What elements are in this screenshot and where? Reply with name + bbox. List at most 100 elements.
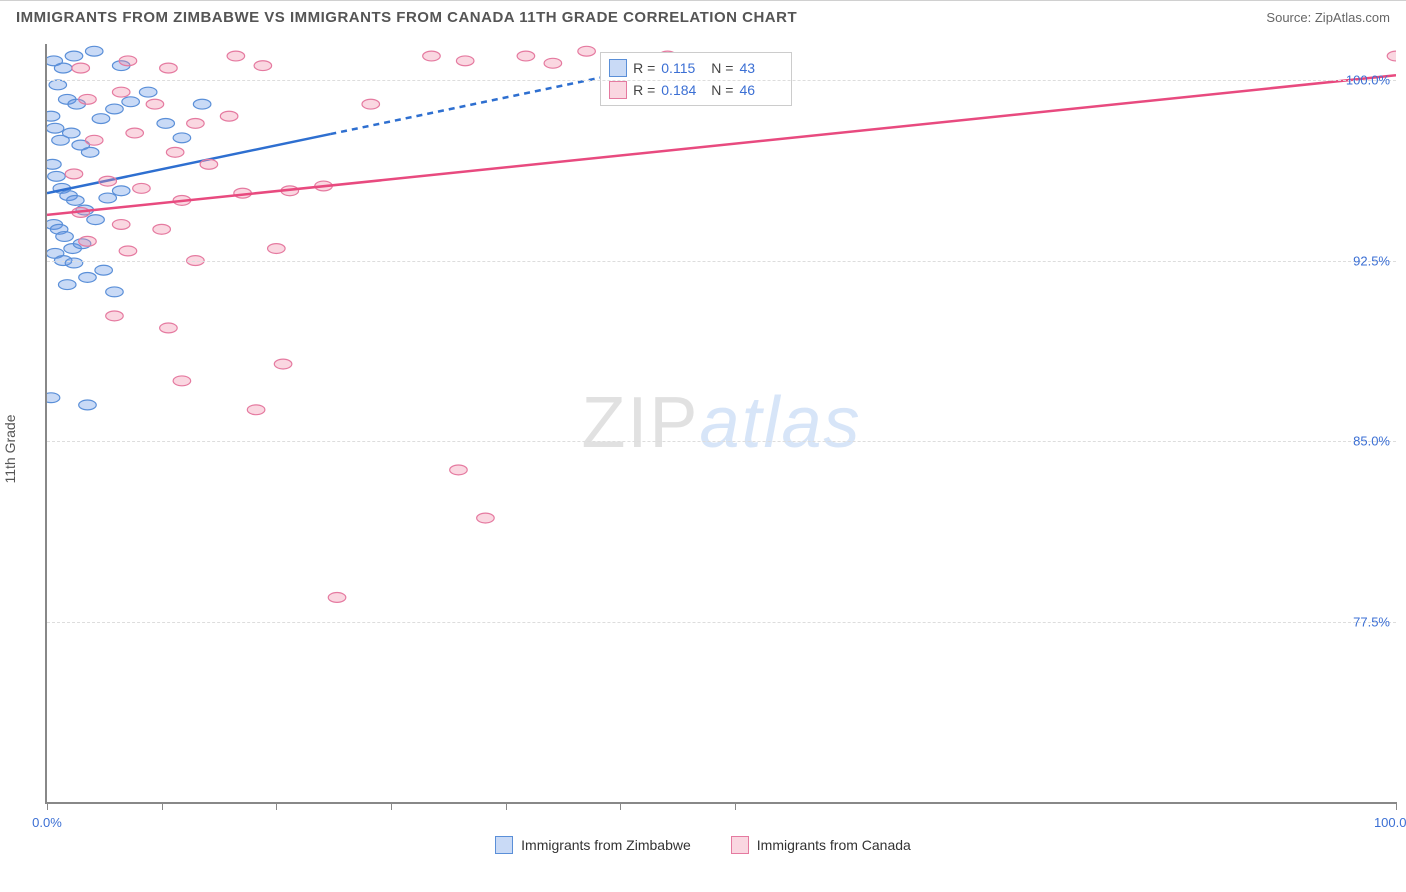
- scatter-point: [517, 51, 535, 61]
- scatter-point: [85, 46, 103, 56]
- stat-r-label: R =: [633, 60, 655, 76]
- legend-item: Immigrants from Zimbabwe: [495, 836, 691, 854]
- source-attribution: Source: ZipAtlas.com: [1266, 10, 1390, 25]
- scatter-point: [49, 80, 67, 90]
- x-tick: [162, 802, 163, 810]
- scatter-point: [72, 140, 90, 150]
- scatter-point: [47, 159, 61, 169]
- scatter-point: [112, 186, 130, 196]
- watermark-atlas: atlas: [699, 383, 861, 463]
- scatter-point: [200, 159, 218, 169]
- scatter-point: [173, 376, 191, 386]
- scatter-point: [52, 135, 70, 145]
- scatter-point: [133, 183, 151, 193]
- scatter-point: [153, 224, 171, 234]
- scatter-point: [477, 513, 495, 523]
- series-legend: Immigrants from Zimbabwe Immigrants from …: [0, 836, 1406, 854]
- scatter-point: [72, 208, 90, 218]
- scatter-point: [47, 123, 64, 133]
- scatter-point: [50, 224, 68, 234]
- scatter-point: [112, 61, 130, 71]
- x-tick-label: 0.0%: [32, 815, 62, 830]
- scatter-point: [227, 51, 245, 61]
- watermark-zip: ZIP: [581, 383, 699, 463]
- scatter-point: [92, 114, 110, 124]
- legend-swatch: [609, 59, 627, 77]
- scatter-point: [81, 147, 99, 157]
- legend-swatch: [609, 81, 627, 99]
- trend-line-dashed: [330, 69, 640, 134]
- plot-area: ZIPatlas R =0.115N =43R =0.184N =46 77.5…: [45, 44, 1396, 804]
- scatter-point: [65, 169, 83, 179]
- scatter-point: [362, 99, 380, 109]
- scatter-point: [47, 220, 63, 230]
- scatter-point: [247, 405, 265, 415]
- scatter-point: [274, 359, 292, 369]
- scatter-point: [254, 61, 272, 71]
- legend-label: Immigrants from Zimbabwe: [521, 837, 691, 853]
- stat-r-value: 0.115: [661, 60, 705, 76]
- scatter-point: [268, 244, 286, 254]
- scatter-point: [76, 205, 94, 215]
- scatter-point: [187, 118, 205, 128]
- scatter-point: [65, 258, 83, 268]
- scatter-point: [85, 135, 103, 145]
- scatter-point: [456, 56, 474, 66]
- chart-container: 11th Grade ZIPatlas R =0.115N =43R =0.18…: [0, 34, 1406, 864]
- svg-layer: [47, 44, 1396, 802]
- trend-line-solid: [47, 134, 330, 193]
- scatter-point: [193, 99, 211, 109]
- scatter-point: [48, 171, 66, 181]
- scatter-point: [112, 220, 130, 230]
- stats-legend-row: R =0.184N =46: [609, 79, 783, 101]
- gridline: [47, 261, 1396, 262]
- scatter-point: [58, 280, 76, 290]
- scatter-point: [220, 111, 238, 121]
- stat-n-label: N =: [711, 82, 733, 98]
- scatter-point: [544, 58, 562, 68]
- x-tick: [620, 802, 621, 810]
- scatter-point: [160, 63, 178, 73]
- scatter-point: [79, 94, 97, 104]
- scatter-point: [450, 465, 468, 475]
- scatter-point: [139, 87, 157, 97]
- scatter-point: [79, 272, 97, 282]
- scatter-point: [73, 239, 91, 249]
- scatter-point: [328, 593, 346, 603]
- source-label: Source:: [1266, 10, 1311, 25]
- scatter-point: [99, 176, 117, 186]
- scatter-point: [119, 246, 137, 256]
- scatter-point: [65, 51, 83, 61]
- scatter-point: [281, 186, 299, 196]
- scatter-point: [160, 323, 178, 333]
- scatter-point: [63, 128, 81, 138]
- scatter-point: [99, 193, 117, 203]
- scatter-point: [72, 63, 90, 73]
- scatter-point: [234, 188, 252, 198]
- x-tick-label: 100.0%: [1374, 815, 1406, 830]
- x-tick: [47, 802, 48, 810]
- gridline: [47, 80, 1396, 81]
- scatter-point: [122, 97, 140, 107]
- x-tick: [735, 802, 736, 810]
- scatter-point: [126, 128, 144, 138]
- scatter-point: [68, 99, 86, 109]
- stat-r-label: R =: [633, 82, 655, 98]
- gridline: [47, 622, 1396, 623]
- stat-n-label: N =: [711, 60, 733, 76]
- stat-r-value: 0.184: [661, 82, 705, 98]
- source-link[interactable]: ZipAtlas.com: [1315, 10, 1390, 25]
- x-tick: [506, 802, 507, 810]
- watermark: ZIPatlas: [581, 382, 861, 464]
- scatter-point: [157, 118, 175, 128]
- scatter-point: [60, 191, 78, 201]
- x-tick: [391, 802, 392, 810]
- x-tick: [276, 802, 277, 810]
- stat-n-value: 43: [739, 60, 783, 76]
- scatter-point: [315, 181, 333, 191]
- header-bar: IMMIGRANTS FROM ZIMBABWE VS IMMIGRANTS F…: [0, 0, 1406, 34]
- scatter-point: [47, 111, 60, 121]
- legend-item: Immigrants from Canada: [731, 836, 911, 854]
- y-tick-label: 100.0%: [1346, 73, 1390, 88]
- scatter-point: [79, 236, 97, 246]
